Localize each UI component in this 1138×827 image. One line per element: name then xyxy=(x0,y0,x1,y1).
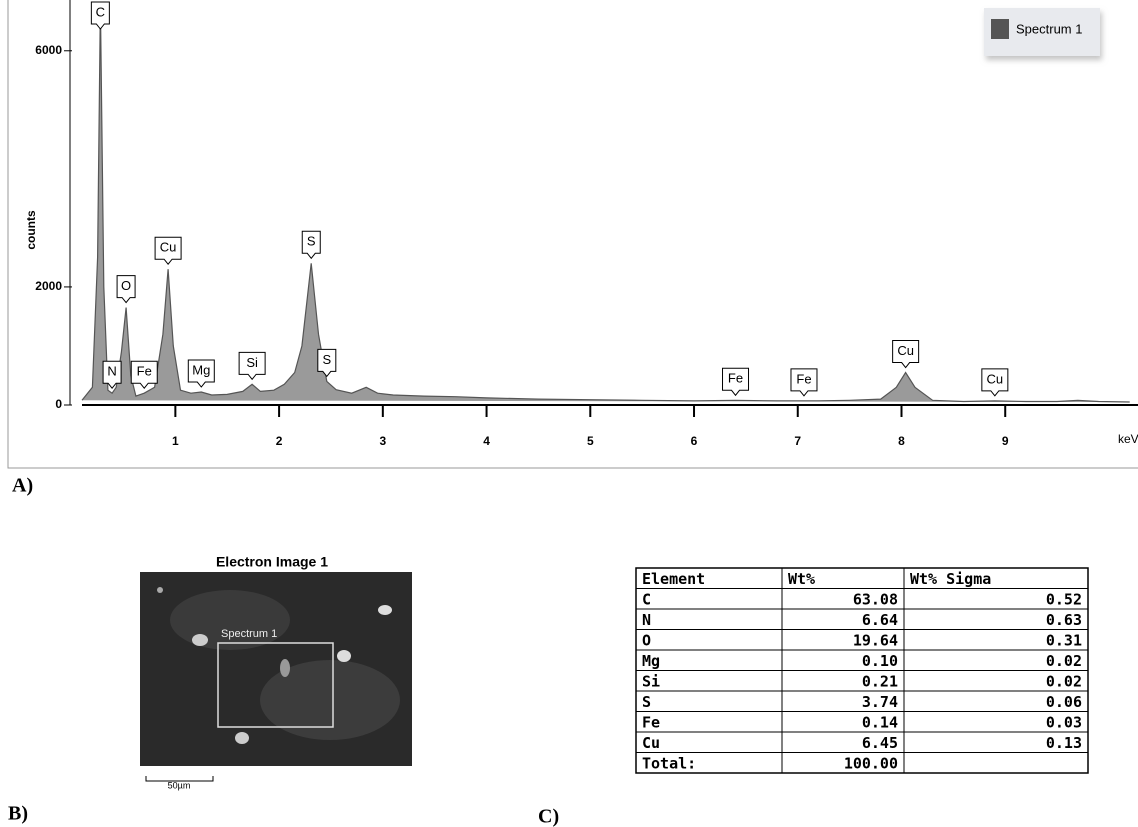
table-cell: N xyxy=(642,611,651,629)
panel-label: C) xyxy=(538,806,559,827)
table-cell: 100.00 xyxy=(844,754,898,772)
x-tick-label: 6 xyxy=(691,434,698,448)
legend-label: Spectrum 1 xyxy=(1016,21,1082,36)
panel-label: A) xyxy=(12,475,33,497)
table-cell: 0.21 xyxy=(862,672,898,690)
table-header: Wt% xyxy=(788,570,815,588)
table-header: Element xyxy=(642,570,705,588)
peak-label: Fe xyxy=(796,371,811,386)
peak-label: Cu xyxy=(897,343,914,358)
x-tick-label: 8 xyxy=(898,434,905,448)
region-label: Spectrum 1 xyxy=(221,628,277,640)
x-tick-label: 7 xyxy=(794,434,801,448)
x-tick-label: 9 xyxy=(1002,434,1009,448)
table-cell: S xyxy=(642,693,651,711)
table-cell: Si xyxy=(642,672,660,690)
table-cell: 0.02 xyxy=(1046,652,1082,670)
peak-label: S xyxy=(322,352,331,367)
peak-label: O xyxy=(121,278,131,293)
table-cell: O xyxy=(642,631,651,649)
table-cell: Fe xyxy=(642,713,660,731)
table-cell: Mg xyxy=(642,652,660,670)
y-axis-label: counts xyxy=(24,210,38,250)
table-cell: 0.52 xyxy=(1046,590,1082,608)
peak-label: S xyxy=(307,234,316,249)
table-cell: 19.64 xyxy=(853,631,898,649)
table-cell: 0.03 xyxy=(1046,713,1082,731)
table-cell: 6.45 xyxy=(862,734,898,752)
y-tick-label: 2000 xyxy=(35,279,62,293)
x-tick-label: 4 xyxy=(483,434,490,448)
x-tick-label: 5 xyxy=(587,434,594,448)
peak-label: Cu xyxy=(160,240,177,255)
peak-label: Mg xyxy=(192,362,210,377)
table-cell: 63.08 xyxy=(853,590,898,608)
y-tick-label: 0 xyxy=(55,397,62,411)
image-title: Electron Image 1 xyxy=(216,554,328,570)
peak-label: Si xyxy=(246,355,258,370)
table-cell: 0.13 xyxy=(1046,734,1082,752)
table-header: Wt% Sigma xyxy=(910,570,991,588)
table-cell: 0.31 xyxy=(1046,631,1082,649)
table-cell: 0.63 xyxy=(1046,611,1082,629)
panel-label: B) xyxy=(8,803,28,825)
x-tick-label: 3 xyxy=(379,434,386,448)
table-cell: 3.74 xyxy=(862,693,898,711)
table-cell: 0.06 xyxy=(1046,693,1082,711)
table-cell: Cu xyxy=(642,734,660,752)
table-cell: Total: xyxy=(642,754,696,772)
figure: A) B) C) Electron Image 1 Spectrum 1 50µ… xyxy=(0,0,1138,827)
table-cell: C xyxy=(642,590,651,608)
x-tick-label: 2 xyxy=(276,434,283,448)
scale-label: 50µm xyxy=(168,780,191,790)
peak-label: C xyxy=(96,4,105,19)
table-cell: 6.64 xyxy=(862,611,898,629)
peak-label: Cu xyxy=(987,371,1004,386)
y-tick-label: 6000 xyxy=(35,43,62,57)
peak-label: Fe xyxy=(137,364,152,379)
x-axis-label: keV xyxy=(1118,432,1138,446)
legend-swatch xyxy=(991,19,1009,39)
table-cell: 0.02 xyxy=(1046,672,1082,690)
peak-label: N xyxy=(107,364,116,379)
table-cell: 0.14 xyxy=(862,713,898,731)
x-tick-label: 1 xyxy=(172,434,179,448)
peak-label: Fe xyxy=(728,371,743,386)
table-cell: 0.10 xyxy=(862,652,898,670)
